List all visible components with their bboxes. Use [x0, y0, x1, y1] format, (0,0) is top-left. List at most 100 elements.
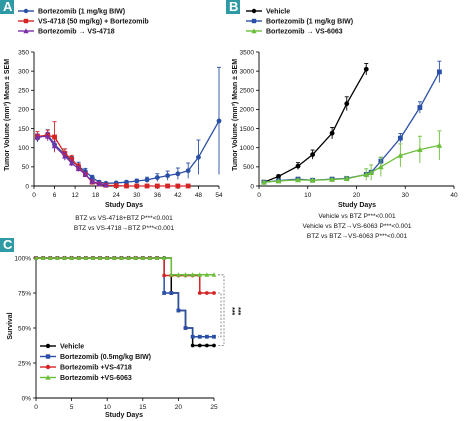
- panel-a-badge-bg: [0, 0, 14, 14]
- chart-2-series-3-point: [211, 272, 217, 277]
- chart-0-series-2-point: [34, 133, 41, 140]
- panel-c-badge: C: [0, 237, 14, 252]
- chart-c: Survival Study Days 0 5 10 15 20 25 0% 25% 50% 75…: [7, 255, 241, 419]
- chart-1-series-2-point: [363, 171, 370, 177]
- chart-1-series-2-point: [261, 179, 267, 185]
- chart-2-series-3-point: [176, 272, 181, 277]
- chart-1-legend-label: Bortezomib (1 mg/kg BIW): [266, 19, 353, 26]
- chart-2-series-0-point: [190, 343, 195, 348]
- chart-2-series-3-point: [47, 255, 53, 260]
- chart-2-y-tick-label: 25%: [18, 360, 31, 367]
- chart-2-sig-bracket-inner: [218, 292, 222, 338]
- chart-0-series-2-point: [44, 133, 51, 139]
- chart-a-note-2: BTZ vs VS-4718→BTZ P***<0.001: [74, 225, 175, 232]
- chart-0-series-0-point: [216, 118, 222, 124]
- chart-2-legend-swatch-marker: [45, 374, 51, 380]
- chart-1-y-tick-label: 1500: [240, 126, 255, 133]
- chart-2-series-1-point: [190, 334, 195, 339]
- chart-0-x-tick-label: 30: [133, 192, 141, 199]
- chart-1-series-2-point: [295, 176, 301, 183]
- chart-2-series-1-point: [212, 334, 216, 339]
- chart-b: Tumor Volume (mm³) Mean ± SEM Study Days…: [232, 9, 458, 241]
- chart-2-series-3-point: [104, 255, 110, 260]
- chart-1-x-tick-label: 40: [450, 192, 458, 199]
- chart-0-series-1-point: [175, 183, 181, 189]
- chart-a: Tumor Volume (mm³) Mean ± SEM Study Days…: [4, 9, 223, 233]
- chart-0-series-2-point: [89, 178, 96, 184]
- chart-0-series-1-line: [37, 134, 189, 187]
- chart-1-legend-swatch-marker: [251, 8, 257, 14]
- chart-2-series-3-point: [40, 255, 46, 260]
- chart-2-series-3-point: [147, 255, 153, 260]
- chart-1-series-0-point: [363, 66, 369, 72]
- chart-c-ylabel: Survival: [7, 312, 14, 339]
- chart-2-series-3-point: [76, 255, 82, 260]
- chart-0-series-0-point: [154, 175, 160, 180]
- chart-2-y-tick-label: 100%: [14, 255, 31, 262]
- chart-0-legend-label: Bortezomib (1 mg/kg BIW): [38, 9, 125, 16]
- chart-2-x-tick-label: 25: [210, 404, 218, 411]
- chart-0-series-1-point: [69, 156, 75, 162]
- chart-0-legend-label: VS-4718 (50 mg/kg) + Bortezomib: [38, 19, 149, 26]
- chart-1-series-1-point: [397, 135, 403, 141]
- chart-0-x-tick-label: 42: [174, 192, 182, 199]
- chart-2-series-1-point: [197, 334, 202, 339]
- chart-0-y-tick-label: 300: [18, 68, 29, 75]
- chart-1-y-tick-label: 2000: [240, 107, 255, 114]
- chart-0-series-2-point: [103, 181, 109, 188]
- chart-0-series-0-point: [165, 173, 171, 179]
- chart-0-series-2-point: [68, 160, 75, 166]
- chart-c-xlabel: Study Days: [105, 412, 143, 419]
- chart-0-x-tick-label: 48: [195, 192, 203, 199]
- chart-0-series-2-point: [62, 153, 68, 159]
- chart-1-series-1-line: [263, 71, 440, 183]
- chart-2-series-1-point: [183, 326, 188, 330]
- chart-0-series-2-point: [82, 171, 89, 177]
- chart-1-series-2-point: [309, 177, 316, 183]
- panel-b-badge-bg: [226, 0, 240, 14]
- chart-1-series-2-point: [343, 175, 350, 182]
- chart-b-xlabel: Study Days: [338, 202, 376, 209]
- chart-1-series-2-point: [368, 169, 374, 175]
- chart-1-series-0-point: [295, 163, 301, 169]
- chart-2-series-3-point: [90, 255, 96, 260]
- chart-0-x-tick-label: 6: [53, 192, 57, 199]
- chart-1-series-0-line: [263, 68, 367, 183]
- panel-a-badge: A: [0, 0, 14, 14]
- chart-1-legend-label: Vehicle: [266, 9, 290, 16]
- chart-2-series-3-point: [190, 272, 195, 277]
- chart-0-series-0-point: [89, 175, 95, 180]
- chart-2-legend-label: Bortezomib +VS-4718: [60, 365, 132, 372]
- chart-1-legend-swatch-marker: [251, 18, 257, 24]
- chart-2-series-1-point: [162, 291, 167, 295]
- chart-2-legend-swatch-marker: [45, 354, 51, 359]
- chart-0-series-2-point: [96, 180, 102, 187]
- chart-1-series-0-point: [276, 174, 281, 179]
- chart-2-series-3-point: [154, 255, 160, 260]
- chart-2-series-3-point: [33, 255, 39, 260]
- chart-2-series-3-point: [183, 272, 188, 277]
- chart-0-legend-swatch-marker: [23, 8, 29, 14]
- chart-0-series-2-point: [51, 142, 58, 149]
- chart-1-legend-swatch-marker: [251, 28, 257, 34]
- chart-2-series-3-point: [97, 255, 103, 260]
- chart-0-series-2-point: [75, 165, 82, 172]
- chart-1-y-tick-label: 3000: [240, 68, 255, 75]
- chart-1-x-tick-label: 10: [304, 192, 312, 199]
- chart-a-ylabel: Tumor Volume (mm³) Mean ± SEM: [4, 59, 11, 171]
- chart-2-series-1-point: [176, 308, 181, 313]
- chart-0-series-0-point: [185, 168, 191, 174]
- chart-2-x-tick-label: 5: [70, 404, 74, 411]
- chart-1-y-tick-label: 3500: [240, 49, 255, 56]
- chart-0-series-0-point: [196, 154, 201, 160]
- chart-2-sig-bracket-outer: [218, 274, 225, 346]
- chart-2-series-2-point: [204, 291, 209, 295]
- panel-b-badge-label: B: [229, 0, 238, 14]
- chart-2-series-3-point: [62, 255, 67, 260]
- chart-2-legend-swatch-marker: [45, 364, 51, 370]
- chart-2-legend-label: Vehicle: [60, 344, 84, 351]
- chart-0-series-1-point: [52, 134, 57, 140]
- chart-2-legend-label: Bortezomib +VS-6063: [60, 375, 132, 382]
- chart-0-x-tick-label: 54: [215, 192, 223, 199]
